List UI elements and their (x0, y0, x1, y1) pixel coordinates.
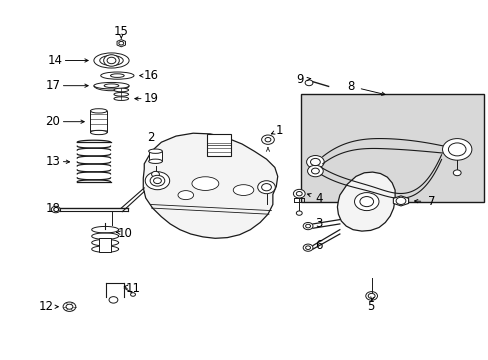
Circle shape (107, 57, 116, 64)
Circle shape (303, 244, 312, 251)
Circle shape (51, 206, 60, 213)
Polygon shape (143, 133, 277, 238)
Circle shape (109, 297, 118, 303)
Circle shape (442, 139, 471, 160)
Ellipse shape (90, 109, 107, 113)
Text: 16: 16 (144, 69, 159, 82)
Circle shape (310, 158, 320, 166)
Circle shape (303, 222, 312, 230)
Text: 15: 15 (114, 25, 128, 38)
Circle shape (305, 246, 310, 249)
Circle shape (261, 135, 274, 144)
Text: 19: 19 (144, 92, 159, 105)
Ellipse shape (114, 93, 128, 96)
Text: 13: 13 (45, 155, 60, 168)
Ellipse shape (233, 185, 253, 195)
Ellipse shape (191, 177, 218, 190)
Text: 14: 14 (47, 54, 62, 67)
Circle shape (150, 175, 164, 186)
Ellipse shape (90, 130, 107, 135)
Ellipse shape (148, 159, 162, 163)
Ellipse shape (114, 97, 128, 100)
Circle shape (261, 184, 271, 191)
Bar (206, 134, 231, 156)
Text: 10: 10 (117, 227, 132, 240)
Polygon shape (337, 172, 394, 231)
Circle shape (367, 293, 374, 298)
Circle shape (305, 224, 310, 228)
Circle shape (293, 189, 305, 198)
Text: 3: 3 (314, 217, 322, 230)
Bar (99, 238, 111, 252)
Circle shape (306, 156, 324, 168)
Text: 9: 9 (296, 73, 304, 86)
Circle shape (359, 197, 373, 207)
Circle shape (395, 197, 405, 204)
Circle shape (63, 302, 76, 311)
Circle shape (145, 172, 169, 190)
Circle shape (296, 211, 302, 215)
Bar (300, 94, 483, 202)
Text: 7: 7 (427, 195, 434, 208)
Text: 2: 2 (146, 131, 154, 144)
Ellipse shape (110, 74, 124, 77)
Text: 17: 17 (45, 79, 60, 92)
Polygon shape (392, 196, 408, 206)
Circle shape (354, 193, 378, 211)
Ellipse shape (104, 84, 119, 87)
Circle shape (257, 181, 275, 194)
Circle shape (447, 143, 465, 156)
Ellipse shape (100, 55, 123, 66)
Ellipse shape (178, 191, 193, 199)
Ellipse shape (148, 149, 162, 153)
Text: 1: 1 (275, 124, 283, 137)
Circle shape (130, 293, 135, 296)
Polygon shape (117, 40, 125, 47)
Text: 8: 8 (346, 80, 354, 93)
Circle shape (103, 55, 119, 66)
Circle shape (151, 171, 159, 177)
Circle shape (311, 168, 319, 174)
Text: 5: 5 (366, 300, 374, 313)
Circle shape (264, 138, 270, 142)
Text: 20: 20 (45, 115, 60, 128)
Ellipse shape (94, 82, 129, 89)
Circle shape (307, 165, 323, 177)
Text: 6: 6 (314, 239, 322, 252)
Circle shape (66, 304, 73, 309)
Ellipse shape (114, 88, 128, 92)
Circle shape (305, 80, 312, 86)
Ellipse shape (101, 72, 134, 79)
Text: 18: 18 (45, 202, 60, 215)
Circle shape (452, 170, 460, 176)
Circle shape (296, 192, 302, 196)
Circle shape (119, 41, 123, 45)
Ellipse shape (94, 53, 129, 68)
Text: 11: 11 (125, 282, 140, 294)
Circle shape (365, 292, 377, 300)
Bar (90, 111, 107, 132)
Circle shape (153, 178, 161, 184)
Bar (148, 151, 162, 161)
Text: 12: 12 (39, 300, 54, 313)
Text: 4: 4 (314, 192, 322, 204)
